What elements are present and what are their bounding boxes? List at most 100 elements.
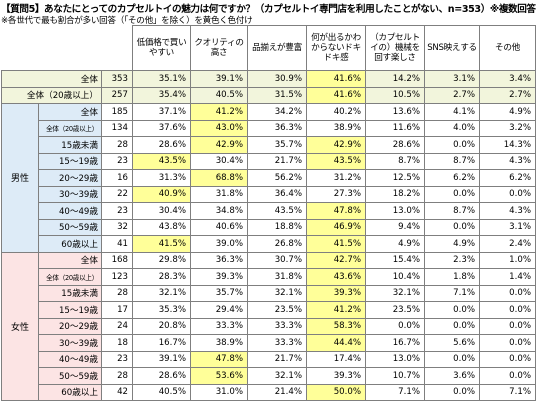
- percent-cell: 43.6%: [306, 268, 366, 286]
- percent-cell: 28.3%: [132, 268, 191, 286]
- column-header: その他: [479, 25, 536, 71]
- row-label: 20〜29歳: [38, 169, 102, 187]
- percent-cell: 2.3%: [424, 251, 480, 269]
- sample-size: 134: [101, 119, 133, 137]
- percent-cell: 30.4%: [132, 202, 191, 220]
- percent-cell: 8.7%: [424, 152, 480, 170]
- row-label: 60歳以上: [38, 383, 102, 401]
- percent-cell: 20.8%: [132, 317, 191, 335]
- percent-cell: 0.0%: [479, 367, 536, 385]
- row-label: 30〜39歳: [38, 185, 102, 203]
- percent-cell: 1.0%: [479, 251, 536, 269]
- row-label: 40〜49歳: [38, 202, 102, 220]
- percent-cell: 4.1%: [424, 103, 480, 121]
- table-row: 50〜59歳 32 43.8% 40.6% 18.8% 46.9% 9.4% 0.0% 3.1%: [2, 218, 536, 236]
- sample-size: 18: [101, 334, 133, 352]
- percent-cell: 4.9%: [424, 235, 480, 253]
- percent-cell: 28.6%: [132, 136, 191, 154]
- percent-cell: 7.1%: [479, 383, 536, 401]
- female-group-label: 女性: [1, 251, 39, 401]
- percent-cell: 4.0%: [424, 119, 480, 137]
- row-label: 全体（20歳以上）: [1, 86, 102, 104]
- percent-cell: 2.7%: [424, 86, 480, 104]
- percent-cell: 33.3%: [190, 317, 248, 335]
- sample-size: 185: [101, 103, 133, 121]
- row-label: 30〜39歳: [38, 334, 102, 352]
- percent-cell: 44.4%: [306, 334, 366, 352]
- percent-cell: 42.7%: [306, 251, 366, 269]
- percent-cell: 4.3%: [479, 152, 536, 170]
- table-row: 30〜39歳 18 16.7% 38.9% 33.3% 44.4% 16.7% 5.6% 0.0…: [2, 334, 536, 352]
- percent-cell: 0.0%: [479, 317, 536, 335]
- percent-cell: 11.6%: [365, 119, 425, 137]
- percent-cell: 4.3%: [479, 202, 536, 220]
- percent-cell: 39.0%: [190, 235, 248, 253]
- percent-cell: 6.2%: [424, 169, 480, 187]
- percent-cell: 56.2%: [247, 169, 307, 187]
- row-label: 全体: [38, 103, 102, 121]
- percent-cell: 35.3%: [132, 301, 191, 319]
- percent-cell: 33.3%: [247, 317, 307, 335]
- percent-cell: 28.6%: [365, 136, 425, 154]
- sample-size: 353: [101, 70, 133, 88]
- table-row: 女性 全体 168 29.8% 36.3% 30.7% 42.7% 15.4% 2.3% 1.0%: [1, 251, 536, 401]
- percent-cell: 47.8%: [190, 350, 248, 368]
- sample-size: 42: [101, 383, 133, 401]
- percent-cell: 30.4%: [190, 152, 248, 170]
- percent-cell: 34.8%: [190, 202, 248, 220]
- percent-cell: 0.0%: [424, 301, 480, 319]
- percent-cell: 31.8%: [190, 185, 248, 203]
- percent-cell: 29.4%: [190, 301, 248, 319]
- column-header: SNS映えする: [424, 25, 480, 71]
- table-row: 15歳未満 28 28.6% 42.9% 35.7% 42.9% 28.6% 0.0% 14.3…: [2, 136, 536, 154]
- percent-cell: 43.0%: [190, 119, 248, 137]
- table-row: 15歳未満 28 32.1% 35.7% 32.1% 39.3% 32.1% 7.1% 0.0%: [2, 284, 536, 302]
- table-row: 50〜59歳 28 28.6% 53.6% 32.1% 39.3% 10.7% 3.6% 0.0…: [2, 367, 536, 385]
- row-label: 全体（20歳以上）: [38, 268, 102, 286]
- percent-cell: 3.6%: [424, 367, 480, 385]
- percent-cell: 32.1%: [365, 284, 425, 302]
- percent-cell: 3.4%: [479, 70, 536, 88]
- percent-cell: 4.9%: [479, 103, 536, 121]
- percent-cell: 18.8%: [247, 218, 307, 236]
- percent-cell: 41.5%: [306, 235, 366, 253]
- percent-cell: 30.7%: [247, 251, 307, 269]
- percent-cell: 31.8%: [247, 268, 307, 286]
- sample-size: 123: [101, 268, 133, 286]
- sample-size: 16: [101, 169, 133, 187]
- percent-cell: 1.8%: [424, 268, 480, 286]
- row-label: 50〜59歳: [38, 218, 102, 236]
- percent-cell: 47.8%: [306, 202, 366, 220]
- table-row: 全体（20歳以上） 134 37.6% 43.0% 36.3% 38.9% 11.6% 4.0…: [2, 119, 536, 137]
- percent-cell: 40.6%: [190, 218, 248, 236]
- percent-cell: 0.0%: [479, 284, 536, 302]
- percent-cell: 35.1%: [132, 70, 191, 88]
- percent-cell: 34.2%: [247, 103, 307, 121]
- percent-cell: 37.1%: [132, 103, 191, 121]
- percent-cell: 0.0%: [424, 136, 480, 154]
- percent-cell: 21.7%: [247, 152, 307, 170]
- sample-size: 23: [101, 350, 133, 368]
- percent-cell: 50.0%: [306, 383, 366, 401]
- percent-cell: 21.4%: [247, 383, 307, 401]
- percent-cell: 2.4%: [479, 235, 536, 253]
- sample-size: 168: [101, 251, 133, 269]
- percent-cell: 10.4%: [365, 268, 425, 286]
- percent-cell: 41.6%: [306, 86, 366, 104]
- percent-cell: 42.9%: [190, 136, 248, 154]
- percent-cell: 12.5%: [365, 169, 425, 187]
- percent-cell: 41.5%: [132, 235, 191, 253]
- percent-cell: 43.5%: [247, 202, 307, 220]
- sample-size: 24: [101, 317, 133, 335]
- percent-cell: 39.3%: [190, 268, 248, 286]
- percent-cell: 15.4%: [365, 251, 425, 269]
- percent-cell: 3.2%: [479, 119, 536, 137]
- percent-cell: 16.7%: [365, 334, 425, 352]
- sample-size: 41: [101, 235, 133, 253]
- percent-cell: 43.5%: [306, 152, 366, 170]
- row-label: 20〜29歳: [38, 317, 102, 335]
- sample-size: 28: [101, 136, 133, 154]
- percent-cell: 35.7%: [247, 136, 307, 154]
- table-row: 60歳以上 41 41.5% 39.0% 26.8% 41.5% 4.9% 4.9% 2.4%: [2, 235, 536, 253]
- percent-cell: 0.0%: [479, 350, 536, 368]
